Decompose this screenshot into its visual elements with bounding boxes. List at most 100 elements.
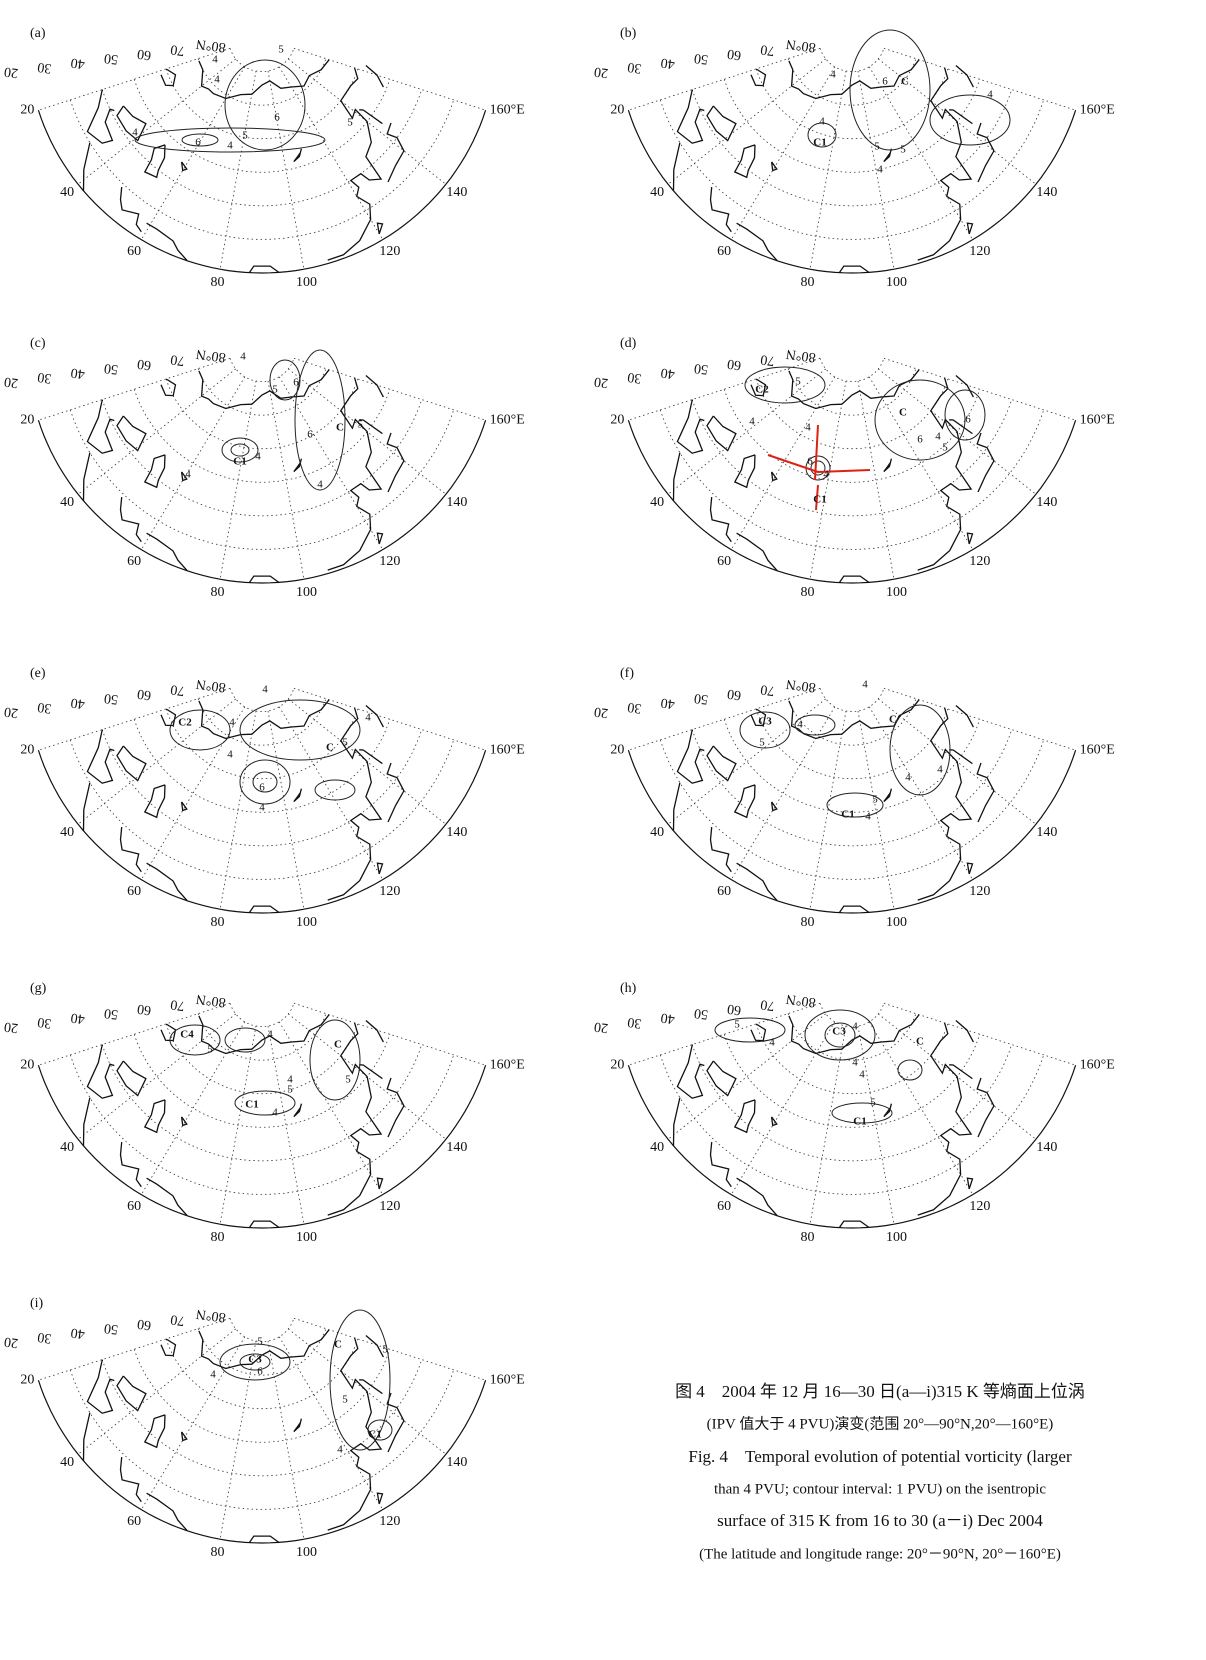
boundary	[38, 420, 485, 583]
map-panel: (i)20304050607080°N20406080100120140160°…	[3, 1296, 525, 1560]
map-panel: (a)20304050607080°N20406080100120140160°…	[3, 26, 525, 290]
longitude-label: 160°E	[490, 102, 525, 117]
contour-label: 5	[357, 419, 363, 431]
contour-label: 6	[195, 137, 201, 149]
coastline	[789, 60, 919, 99]
map-panel: (d)20304050607080°N20406080100120140160°…	[593, 336, 1115, 600]
contour-label: 4	[365, 712, 371, 724]
longitude-label: 120	[969, 1199, 990, 1214]
coastline	[967, 223, 972, 234]
latitude-label: 80°N	[785, 991, 816, 1010]
meridian	[884, 688, 1076, 750]
latitude-line	[70, 100, 453, 240]
coastline	[182, 162, 187, 171]
latitude-label: 40	[70, 1010, 86, 1027]
longitude-label: 80	[800, 275, 814, 290]
longitude-label: 160°E	[490, 1372, 525, 1387]
latitude-line	[660, 1055, 1043, 1195]
longitude-label: 120	[379, 554, 400, 569]
coastline	[918, 1023, 971, 1215]
coastline	[674, 783, 680, 831]
coastline	[737, 1178, 778, 1216]
cyclone-label: C2	[755, 384, 769, 396]
longitude-label: 80	[210, 585, 224, 600]
longitude-label: 60	[717, 554, 731, 569]
latitude-line	[134, 1034, 390, 1127]
latitude-line	[102, 90, 421, 206]
cyclone-label: C1	[813, 137, 826, 149]
pv-contour	[310, 1020, 360, 1100]
coastline	[387, 763, 404, 822]
latitude-line	[660, 100, 1043, 240]
latitude-label: 80°N	[195, 676, 226, 695]
coastline	[249, 906, 279, 913]
latitude-line	[134, 719, 390, 812]
coastline	[121, 1142, 142, 1187]
coastline	[117, 1376, 146, 1411]
latitude-label: 60	[726, 46, 742, 63]
contour-label: 4	[267, 1029, 273, 1041]
pv-contour	[295, 350, 345, 490]
contour-label: 5	[272, 384, 278, 396]
latitude-label: 80°N	[195, 346, 226, 365]
latitude-label: 40	[660, 55, 676, 72]
contour-label: 6	[882, 76, 888, 88]
contour-label: 6	[257, 1366, 263, 1378]
boundary	[38, 110, 485, 273]
cyclone-label: C	[334, 1339, 342, 1351]
latitude-label: 50	[693, 360, 709, 377]
contour-label: 5	[870, 1097, 876, 1109]
meridian	[38, 1318, 230, 1380]
coastline	[772, 162, 777, 171]
longitude-label: 60	[717, 244, 731, 259]
meridian	[884, 358, 1076, 420]
latitude-label: 30	[627, 59, 643, 76]
contour-label: 4	[317, 479, 323, 491]
latitude-line	[660, 410, 1043, 550]
coastline	[294, 149, 302, 162]
coastline	[677, 90, 704, 144]
pv-contour	[240, 700, 360, 760]
contour-label: 5	[278, 44, 284, 56]
coastline	[294, 789, 302, 802]
latitude-label: 30	[627, 369, 643, 386]
meridian	[628, 48, 820, 110]
latitude-label: 30	[37, 369, 53, 386]
latitude-label: 70	[170, 681, 186, 698]
longitude-label: 80	[210, 275, 224, 290]
latitude-label: 70	[170, 41, 186, 58]
latitude-label: 40	[70, 1325, 86, 1342]
latitude-line	[134, 389, 390, 482]
contour-label: 4	[212, 54, 218, 66]
contour-label: 5	[347, 117, 353, 129]
coastline	[772, 802, 777, 811]
contour-label: 4	[819, 116, 825, 128]
latitude-label: 20	[593, 373, 609, 390]
contour-label: 6	[259, 782, 265, 794]
longitude-label: 60	[127, 1199, 141, 1214]
longitude-label: 160°E	[1080, 412, 1115, 427]
cyclone-label: C2	[178, 717, 192, 729]
coastline	[84, 143, 90, 191]
contour-label: 4	[935, 431, 941, 443]
coastline	[121, 1457, 142, 1502]
section-line	[768, 455, 870, 472]
latitude-line	[724, 389, 980, 482]
longitude-label: 160°E	[490, 1057, 525, 1072]
longitude-label: 140	[1036, 825, 1057, 840]
coastline	[161, 69, 176, 86]
cyclone-label: C1	[233, 456, 246, 468]
coastline	[182, 1432, 187, 1441]
longitude-label: 100	[886, 275, 907, 290]
panel-label: (d)	[620, 336, 637, 351]
latitude-line	[166, 1024, 358, 1094]
coastline	[328, 68, 381, 260]
longitude-label: 140	[1036, 185, 1057, 200]
latitude-label: 80°N	[195, 991, 226, 1010]
meridian	[628, 1003, 820, 1065]
cyclone-label: C	[334, 1039, 342, 1051]
latitude-label: 70	[760, 681, 776, 698]
longitude-label: 140	[446, 1455, 467, 1470]
latitude-line	[70, 1055, 453, 1195]
longitude-label: 20	[20, 102, 34, 117]
